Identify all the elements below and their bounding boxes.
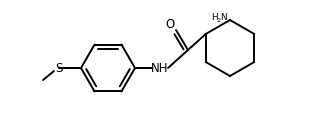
Text: H: H — [211, 13, 217, 22]
Text: NH: NH — [151, 61, 169, 75]
Text: N: N — [220, 13, 227, 22]
Text: 2: 2 — [216, 19, 220, 23]
Text: O: O — [165, 19, 175, 31]
Text: S: S — [55, 61, 63, 75]
